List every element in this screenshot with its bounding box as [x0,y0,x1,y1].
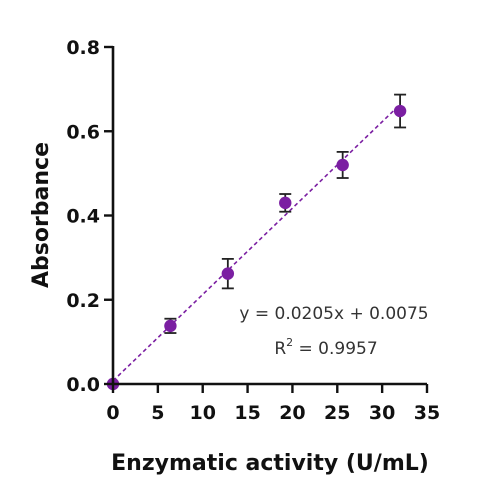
axes: 0.0 0.2 0.4 0.6 0.8 0 5 10 15 20 25 30 35 [66,37,440,424]
r-squared-exponent: 2 [286,336,293,349]
y-tick-label: 0.2 [66,290,100,312]
r-squared-annotation: R2 = 0.9957 [274,336,377,359]
data-point [336,158,349,172]
x-tick-label: 20 [279,402,305,424]
x-axis-title: Enzymatic activity (U/mL) [111,451,429,476]
regression-fit-line [112,103,401,382]
data-point-layer [106,104,407,391]
y-axis-title: Absorbance [29,142,54,288]
r-squared-value: = 0.9957 [293,339,378,359]
data-point [393,104,407,118]
x-tick-label: 15 [234,402,260,424]
data-point [164,319,177,333]
y-tick-label: 0.6 [66,121,100,143]
x-tick-label: 35 [414,402,440,424]
data-point [279,196,292,210]
data-point [221,267,235,280]
r-squared-symbol: R [274,339,286,359]
x-tick-label: 25 [324,402,350,424]
regression-equation: y = 0.0205x + 0.0075 [239,304,428,324]
x-tick-label: 10 [189,402,215,424]
x-tick-label: 5 [151,402,164,424]
fit-line-layer [112,103,401,382]
x-tick-label: 0 [106,402,119,424]
x-tick-label: 30 [369,402,395,424]
y-tick-label: 0.4 [66,206,100,228]
y-tick-label: 0.0 [66,374,100,396]
y-tick-label: 0.8 [66,37,100,59]
